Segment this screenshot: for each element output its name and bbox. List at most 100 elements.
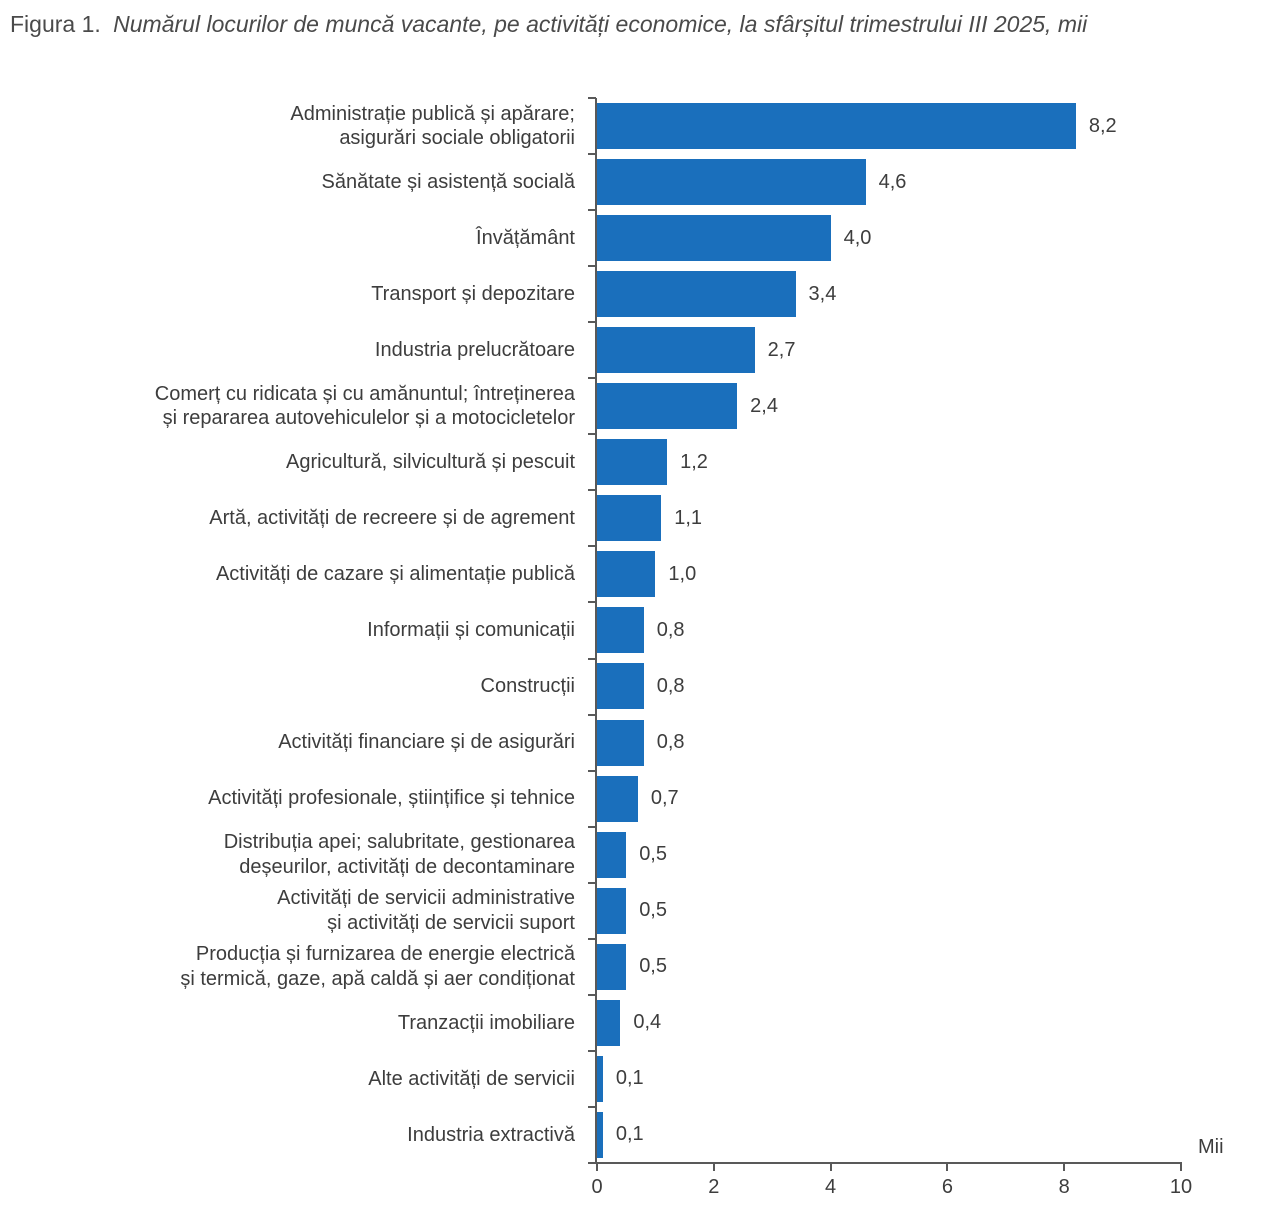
chart-row: Industria prelucrătoare 2,7	[0, 322, 1280, 378]
bar-track: 0,8	[575, 658, 1280, 714]
value-label: 1,0	[668, 562, 697, 585]
y-axis-tick	[588, 1105, 596, 1108]
y-axis-tick	[588, 153, 596, 156]
category-label: Activități profesionale, științifice și …	[208, 787, 575, 810]
value-label: 4,6	[878, 170, 907, 193]
category-label: Administrație publică și apărare; asigur…	[290, 102, 575, 150]
x-axis-tick-label: 2	[708, 1176, 720, 1198]
x-axis-tick	[712, 1163, 715, 1171]
y-axis-tick	[588, 769, 596, 772]
bar-track: 2,4	[575, 378, 1280, 434]
chart-row: Agricultură, silvicultură și pescuit 1,2	[0, 434, 1280, 490]
y-axis-tick	[588, 657, 596, 660]
chart-row: Sănătate și asistență socială 4,6	[0, 154, 1280, 210]
value-label: 0,1	[615, 1123, 644, 1146]
bar	[597, 495, 662, 542]
y-axis	[595, 98, 597, 1163]
bar-track: 1,0	[575, 546, 1280, 602]
bar-track: 2,7	[575, 322, 1280, 378]
category-label: Construcții	[480, 675, 575, 698]
x-axis-tick-label: 10	[1169, 1176, 1193, 1198]
x-axis-tick	[946, 1163, 949, 1171]
value-label: 2,7	[767, 338, 796, 361]
value-label: 0,8	[656, 674, 685, 697]
bar-rows: Administrație publică și apărare; asigur…	[0, 98, 1280, 1163]
chart-row: Activități profesionale, științifice și …	[0, 771, 1280, 827]
chart-row: Informații și comunicații 0,8	[0, 602, 1280, 658]
bar-track: 0,5	[575, 939, 1280, 995]
bar	[597, 663, 644, 710]
bar	[597, 271, 796, 318]
chart-row: Industria extractivă 0,1	[0, 1107, 1280, 1163]
bar	[597, 607, 644, 654]
figure-number: Figura 1.	[10, 11, 101, 37]
bar	[597, 999, 621, 1046]
bar	[597, 943, 627, 990]
x-axis-tick	[1180, 1163, 1182, 1171]
chart-row: Alte activități de servicii 0,1	[0, 1051, 1280, 1107]
figure-caption: Numărul locurilor de muncă vacante, pe a…	[113, 11, 1088, 37]
bar	[597, 103, 1076, 150]
value-label: 0,8	[656, 731, 685, 754]
x-axis	[595, 1162, 1182, 1164]
y-axis-tick	[588, 321, 596, 324]
bar	[597, 887, 627, 934]
bar-track: 8,2	[575, 98, 1280, 154]
category-label: Comerț cu ridicata și cu amănuntul; într…	[154, 382, 575, 430]
bar-track: 0,5	[575, 827, 1280, 883]
y-axis-tick	[588, 97, 596, 99]
x-axis-tick-label: 6	[941, 1176, 953, 1198]
chart-row: Comerț cu ridicata și cu amănuntul; într…	[0, 378, 1280, 434]
y-axis-tick	[588, 825, 596, 828]
category-label: Activități de cazare și alimentație publ…	[215, 563, 575, 586]
category-label: Învățământ	[476, 226, 575, 249]
category-label: Industria prelucrătoare	[374, 339, 575, 362]
bar	[597, 551, 656, 598]
value-label: 0,7	[650, 787, 679, 810]
bar-track: 1,1	[575, 490, 1280, 546]
category-label: Alte activități de servicii	[368, 1067, 575, 1090]
x-axis-tick-label: 8	[1058, 1176, 1070, 1198]
chart-row: Activități financiare și de asigurări 0,8	[0, 715, 1280, 771]
category-label: Sănătate și asistență socială	[321, 170, 576, 193]
bar	[597, 719, 644, 766]
bar-track: 0,5	[575, 883, 1280, 939]
y-axis-tick	[588, 993, 596, 996]
y-axis-tick	[588, 265, 596, 268]
bar-track: 3,4	[575, 266, 1280, 322]
category-label: Transport și depozitare	[371, 282, 575, 305]
chart-row: Transport și depozitare 3,4	[0, 266, 1280, 322]
category-label: Activități de servicii administrative și…	[277, 887, 575, 934]
category-label: Producția și furnizarea de energie elect…	[180, 943, 575, 990]
y-axis-tick	[588, 489, 596, 492]
chart-row: Învățământ 4,0	[0, 210, 1280, 266]
chart-row: Administrație publică și apărare; asigur…	[0, 98, 1280, 154]
bar-track: 4,0	[575, 210, 1280, 266]
category-label: Artă, activități de recreere și de agrem…	[209, 507, 575, 530]
y-axis-tick	[588, 881, 596, 884]
x-axis-tick	[596, 1163, 598, 1171]
value-label: 4,0	[843, 226, 872, 249]
value-label: 1,1	[674, 506, 703, 529]
value-label: 0,8	[656, 618, 685, 641]
chart-row: Construcții 0,8	[0, 658, 1280, 714]
value-label: 0,4	[633, 1011, 662, 1034]
y-axis-tick	[588, 377, 596, 380]
y-axis-tick	[588, 209, 596, 212]
bar	[597, 831, 627, 878]
figure-title: Figura 1. Numărul locurilor de muncă vac…	[10, 11, 1280, 38]
y-axis-tick	[588, 1049, 596, 1052]
y-axis-tick	[588, 1161, 596, 1164]
y-axis-tick	[588, 545, 596, 548]
bar	[597, 1111, 603, 1158]
bar	[597, 439, 668, 486]
x-axis-unit-label: Mii	[1198, 1136, 1224, 1158]
value-label: 0,5	[639, 955, 667, 978]
bar	[597, 327, 755, 374]
y-axis-tick	[588, 713, 596, 716]
y-axis-tick	[588, 433, 596, 436]
bar-track: 0,4	[575, 995, 1280, 1051]
bar-track: 1,2	[575, 434, 1280, 490]
y-axis-tick	[588, 601, 596, 604]
